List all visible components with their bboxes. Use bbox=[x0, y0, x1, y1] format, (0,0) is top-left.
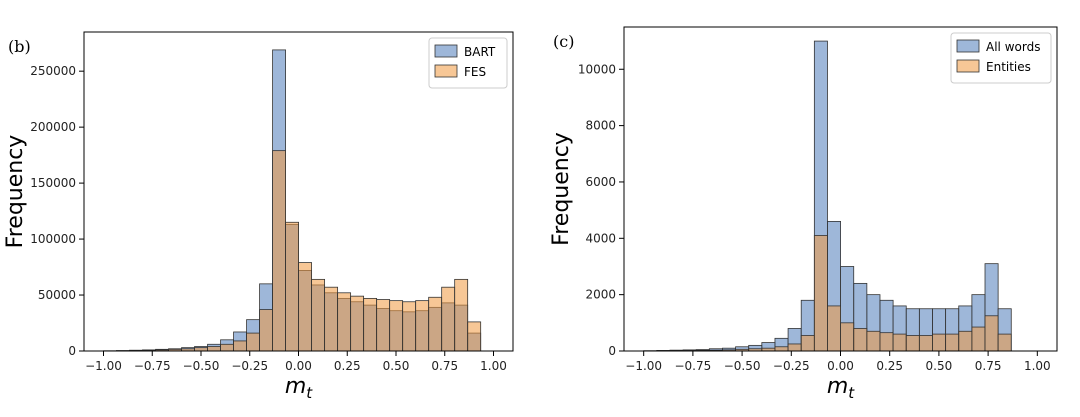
bar bbox=[958, 330, 973, 352]
y-tick-label: 100000 bbox=[30, 232, 76, 246]
x-tick-label: 0.00 bbox=[827, 359, 854, 373]
x-tick-label: 0.75 bbox=[975, 359, 1002, 373]
x-tick-label: −0.25 bbox=[773, 359, 810, 373]
y-tick-label: 2000 bbox=[585, 288, 616, 302]
y-tick-label: 0 bbox=[68, 344, 76, 358]
bar bbox=[389, 300, 404, 352]
bar bbox=[311, 278, 326, 352]
bar bbox=[220, 343, 234, 352]
bar bbox=[376, 299, 391, 352]
bar bbox=[194, 347, 208, 352]
x-tick-label: 0.50 bbox=[926, 359, 953, 373]
bar bbox=[813, 235, 828, 352]
bar bbox=[454, 278, 469, 352]
x-tick-label: −0.25 bbox=[231, 359, 268, 373]
x-tick-label: −1.00 bbox=[625, 359, 662, 373]
x-tick-label: 0.75 bbox=[431, 359, 458, 373]
bar bbox=[800, 335, 815, 352]
bar bbox=[285, 221, 299, 352]
legend-swatch bbox=[434, 44, 458, 58]
x-axis-label: mt bbox=[827, 374, 855, 402]
bar bbox=[932, 333, 947, 352]
x-tick-label: −0.50 bbox=[183, 359, 220, 373]
bar bbox=[363, 297, 378, 352]
bar bbox=[918, 335, 933, 352]
x-tick-label: 0.50 bbox=[383, 359, 410, 373]
bar bbox=[298, 262, 313, 352]
bar bbox=[441, 286, 456, 352]
panel-label: (c) bbox=[553, 32, 574, 51]
bar bbox=[787, 343, 802, 352]
bar bbox=[415, 300, 430, 352]
chart-panel-1: −1.00 −0.75 −0.50 −0.25 0.00 0.25 0.50 0.75 1.00… bbox=[549, 26, 1058, 402]
bar bbox=[774, 346, 789, 352]
y-axis-label: Frequency bbox=[3, 135, 28, 249]
x-tick-label: 0.25 bbox=[876, 359, 903, 373]
chart-panel-0: −1.00 −0.75 −0.50 −0.25 0.00 0.25 0.50 0.75 1.00… bbox=[3, 31, 514, 402]
bar bbox=[467, 321, 482, 352]
y-tick-label: 150000 bbox=[30, 176, 76, 190]
bar bbox=[246, 332, 260, 352]
legend-swatch bbox=[434, 64, 458, 78]
x-tick-label: −0.50 bbox=[724, 359, 761, 373]
x-axis-label: mt bbox=[285, 374, 313, 402]
bar bbox=[428, 296, 443, 352]
legend-swatch bbox=[956, 59, 980, 73]
x-tick-label: −0.75 bbox=[134, 359, 171, 373]
bar bbox=[233, 340, 247, 352]
bar bbox=[879, 332, 894, 352]
y-tick-label: 10000 bbox=[578, 62, 616, 76]
y-tick-label: 0 bbox=[608, 344, 616, 358]
series-1 bbox=[103, 150, 482, 352]
bar bbox=[207, 346, 221, 352]
x-tick-label: 1.00 bbox=[1024, 359, 1051, 373]
legend-label: FES bbox=[464, 65, 486, 79]
bar bbox=[945, 333, 960, 352]
y-tick-label: 6000 bbox=[585, 175, 616, 189]
x-tick-label: 1.00 bbox=[480, 359, 507, 373]
x-tick-label: −1.00 bbox=[85, 359, 122, 373]
bar bbox=[259, 309, 273, 352]
y-tick-label: 200000 bbox=[30, 120, 76, 134]
bar bbox=[337, 292, 352, 352]
legend-label: Entities bbox=[986, 60, 1031, 74]
bar bbox=[905, 335, 920, 352]
bar bbox=[840, 322, 855, 352]
legend-label: All words bbox=[986, 40, 1040, 54]
bar bbox=[350, 295, 365, 352]
x-tick-label: 0.00 bbox=[285, 359, 312, 373]
legend-swatch bbox=[956, 39, 980, 53]
y-tick-label: 8000 bbox=[585, 119, 616, 133]
legend-label: BART bbox=[464, 45, 496, 59]
bar bbox=[853, 328, 868, 352]
y-tick-label: 50000 bbox=[38, 288, 76, 302]
bar bbox=[997, 333, 1012, 352]
bar bbox=[866, 330, 881, 352]
x-tick-label: 0.25 bbox=[334, 359, 361, 373]
bar bbox=[402, 301, 417, 352]
bar bbox=[971, 326, 986, 352]
bar bbox=[892, 333, 907, 352]
bar bbox=[324, 286, 339, 352]
panel-label: (b) bbox=[8, 37, 31, 56]
y-tick-label: 250000 bbox=[30, 64, 76, 78]
y-tick-label: 4000 bbox=[585, 231, 616, 245]
bar bbox=[272, 150, 286, 352]
bar bbox=[827, 305, 841, 352]
bar bbox=[984, 315, 999, 352]
y-axis-label: Frequency bbox=[549, 132, 574, 246]
x-tick-label: −0.75 bbox=[674, 359, 711, 373]
